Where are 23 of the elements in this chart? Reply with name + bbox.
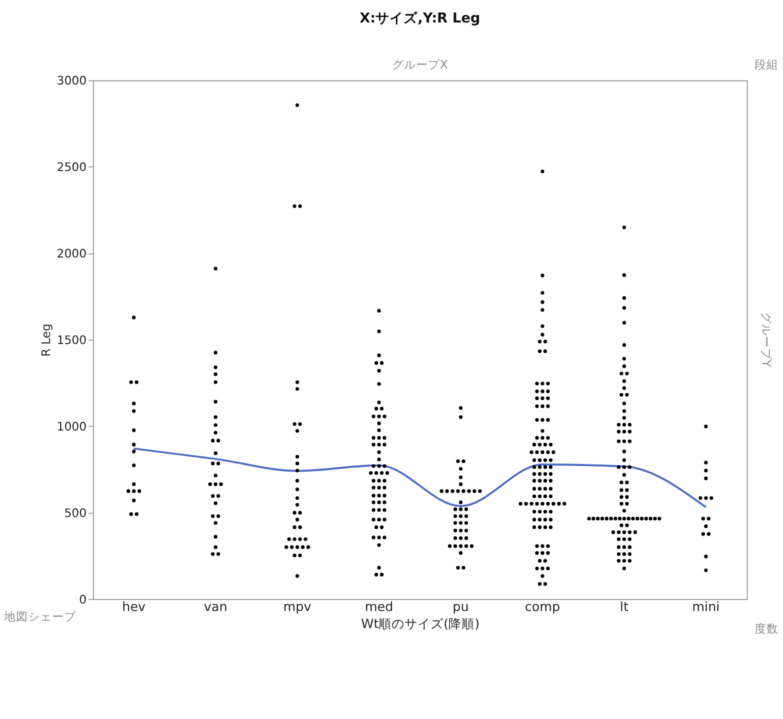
x-tick-label: van <box>204 599 228 614</box>
y-tick-label: 0 <box>79 592 87 606</box>
chart-title: X:サイズ,Y:R Leg <box>360 10 480 27</box>
text: 度数 <box>754 621 778 636</box>
y-tick-label: 1000 <box>56 420 87 434</box>
x-tick-label: lt <box>620 599 628 614</box>
y-tick-label: 2000 <box>56 246 87 261</box>
x-tick-label: mini <box>692 599 720 614</box>
text: グループY <box>759 312 774 368</box>
x-axis-title: Wt順のサイズ(降順) <box>361 616 480 631</box>
text: 地図シェープ <box>3 610 78 624</box>
y-tick-label: 1500 <box>56 333 87 348</box>
y-tick-label: 500 <box>64 506 87 520</box>
y-tick-label: 2500 <box>56 160 87 174</box>
x-tick-label: hev <box>122 599 146 614</box>
text: 段組 <box>754 58 778 72</box>
y-tick-label: 3000 <box>56 74 87 88</box>
x-tick-label: comp <box>524 599 560 614</box>
text: グループX <box>392 58 448 72</box>
x-tick-label: mpv <box>283 599 312 614</box>
y-axis-title: R Leg <box>38 324 53 357</box>
x-tick-label: med <box>364 599 394 614</box>
x-tick-label: pu <box>452 599 469 614</box>
